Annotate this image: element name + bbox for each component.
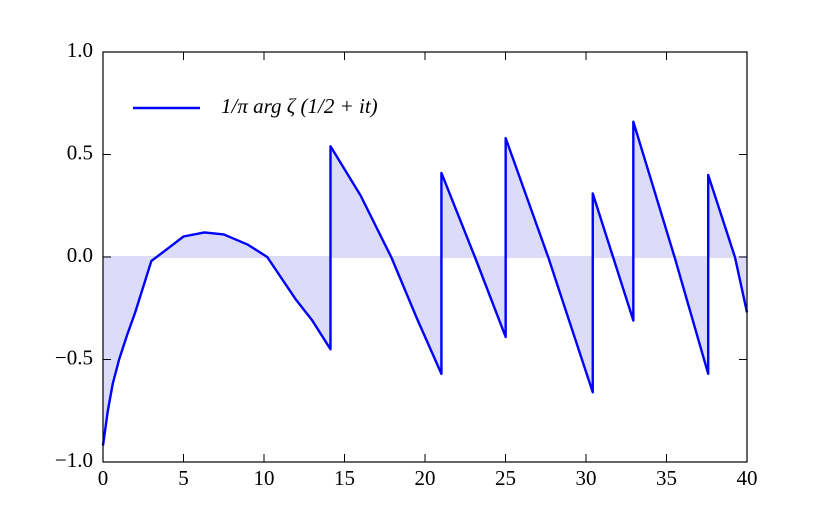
x-tick-label: 25 <box>495 466 516 490</box>
y-tick-label: −0.5 <box>55 345 93 369</box>
x-tick-label: 10 <box>254 466 275 490</box>
area-fill <box>103 121 747 446</box>
x-tick-label: 20 <box>415 466 436 490</box>
x-tick-label: 30 <box>576 466 597 490</box>
y-tick-label: 0.0 <box>67 243 93 267</box>
x-tick-label: 40 <box>737 466 758 490</box>
x-tick-label: 15 <box>334 466 355 490</box>
series-line <box>101 120 749 446</box>
x-tick-label: 35 <box>656 466 677 490</box>
legend-label: 1/π arg ζ (1/2 + it) <box>221 94 378 118</box>
y-tick-label: −1.0 <box>55 448 93 472</box>
y-tick-label: 0.5 <box>67 140 93 164</box>
x-tick-label: 5 <box>178 466 189 490</box>
x-tick-label: 0 <box>98 466 109 490</box>
y-tick-label: 1.0 <box>67 38 93 62</box>
